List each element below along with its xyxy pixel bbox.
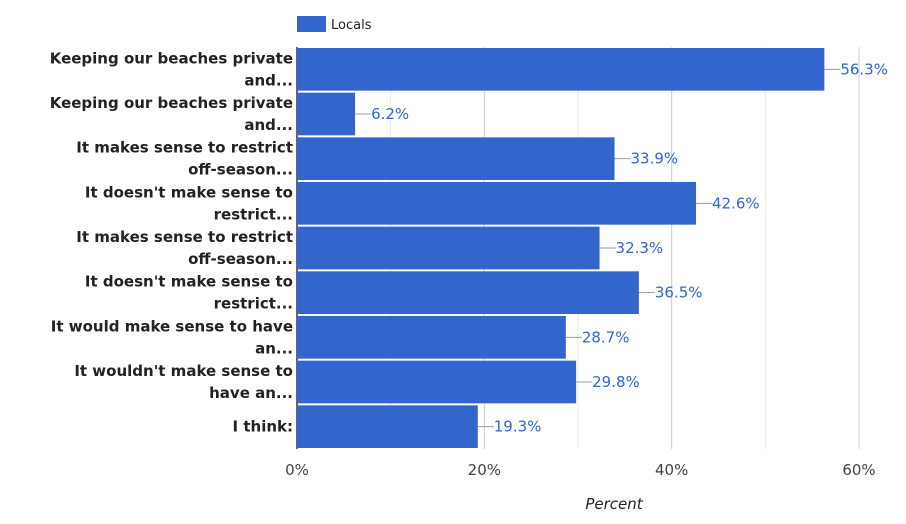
category-label-line: an...: [255, 339, 293, 357]
bar: [297, 182, 697, 225]
category-label-line: and...: [244, 71, 293, 89]
data-label: 29.8%: [592, 373, 640, 391]
legend: Locals: [297, 16, 372, 33]
data-label: 6.2%: [371, 105, 409, 123]
category-label: I think:: [233, 418, 293, 436]
category-label-layer: Keeping our beaches private and...Keeping…: [50, 49, 293, 435]
bar: [297, 360, 577, 404]
data-label: 33.9%: [631, 150, 679, 168]
category-label-line: and...: [244, 116, 293, 134]
tick-label-layer: 0% 20% 40% 60%: [285, 461, 876, 479]
category-label-line: restrict...: [214, 295, 293, 313]
category-label-line: It makes sense to restrict: [76, 228, 293, 246]
category-label-line: It wouldn't make sense to: [74, 362, 293, 380]
category-label: Keeping our beaches private and...: [50, 49, 293, 89]
category-label-line: It makes sense to restrict: [76, 139, 293, 157]
x-tick-label: 60%: [842, 461, 875, 479]
data-label: 56.3%: [840, 60, 888, 78]
category-label: It doesn't make sense to restrict...: [85, 183, 293, 223]
data-label-layer: 56.3% 6.2% 33.9% 42.6% 32.3% 36.5% 28.7% 29.8% 1…: [371, 60, 888, 435]
category-label-line: have an...: [209, 384, 293, 402]
category-label-line: It doesn't make sense to: [85, 183, 293, 201]
bar: [297, 271, 639, 314]
category-label-line: I think:: [233, 418, 293, 436]
data-label: 36.5%: [655, 284, 703, 302]
category-label: It makes sense to restrict off-season...: [76, 139, 293, 179]
x-tick-label: 20%: [468, 461, 501, 479]
bar-layer: [297, 48, 825, 448]
data-label: 32.3%: [616, 239, 664, 257]
category-label-line: It doesn't make sense to: [85, 273, 293, 291]
category-label: Keeping our beaches private and...: [50, 94, 293, 134]
category-label-line: off-season...: [188, 250, 293, 268]
data-label: 28.7%: [582, 328, 630, 346]
bar: [297, 405, 478, 448]
category-label-line: off-season...: [188, 161, 293, 179]
category-label: It doesn't make sense to restrict...: [85, 273, 293, 313]
data-label: 19.3%: [494, 418, 542, 436]
bar: [297, 92, 356, 136]
bar: [297, 137, 615, 180]
category-label-line: It would make sense to have: [51, 317, 293, 335]
category-label-line: Keeping our beaches private: [50, 94, 293, 112]
x-tick-label: 40%: [655, 461, 688, 479]
leader-layer: [355, 68, 841, 428]
category-label: It wouldn't make sense to have an...: [74, 362, 293, 402]
x-axis-title: Percent: [585, 495, 643, 513]
bar: [297, 316, 566, 359]
bar: [297, 226, 600, 270]
legend-label-locals: Locals: [331, 18, 372, 33]
x-tick-label: 0%: [285, 461, 309, 479]
category-label-line: Keeping our beaches private: [50, 49, 293, 67]
category-label: It would make sense to have an...: [51, 317, 293, 357]
category-label-line: restrict...: [214, 205, 293, 223]
data-label: 42.6%: [712, 194, 760, 212]
category-label: It makes sense to restrict off-season...: [76, 228, 293, 268]
bar: [297, 48, 825, 91]
legend-swatch-locals: [297, 16, 326, 32]
